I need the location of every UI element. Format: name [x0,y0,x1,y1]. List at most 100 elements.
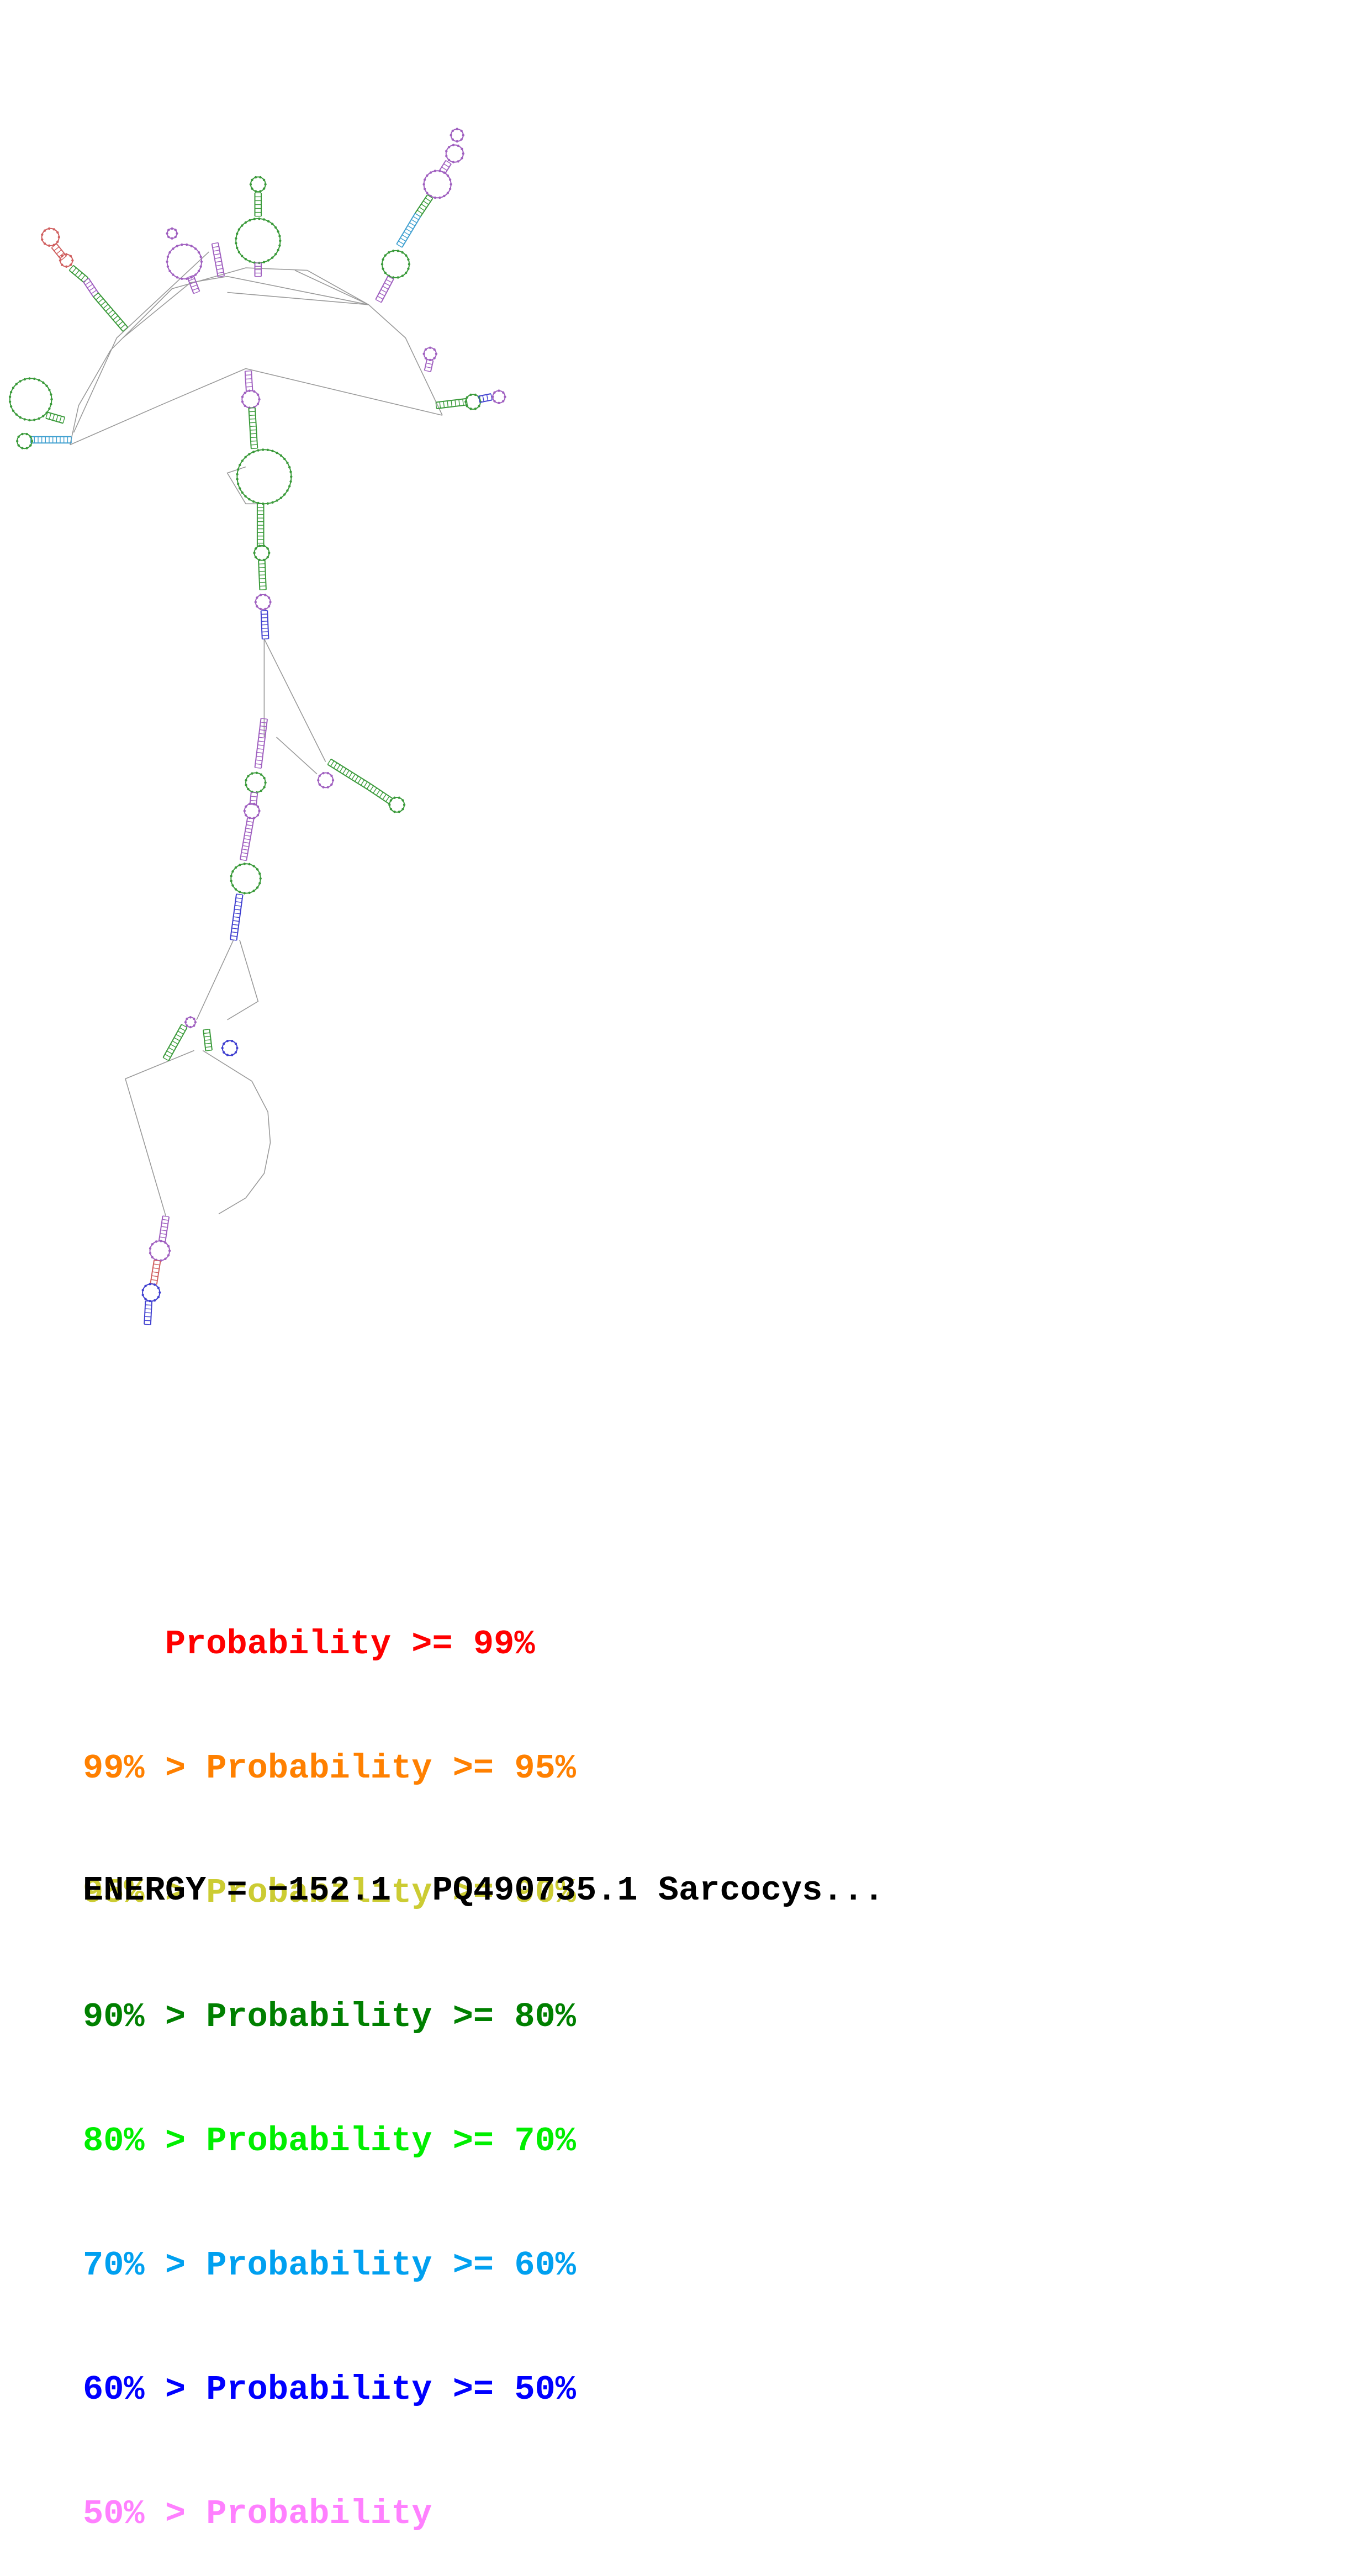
base-pair [230,939,237,940]
nucleotide [461,157,463,159]
nucleotide [194,273,197,276]
legend-prefix: 50% > [83,2494,206,2533]
base-pair [250,426,256,427]
nucleotide [498,402,500,404]
nucleotide [237,483,239,485]
nucleotide [262,448,264,451]
base-pair [123,327,128,332]
nucleotide [330,784,332,786]
legend-row-80: 90% > Probability >= 80% [83,1996,576,2038]
nucleotide [241,396,244,398]
nucleotide [263,777,265,779]
nucleotide [271,223,273,225]
nucleotide [289,480,292,483]
nucleotide [38,379,40,381]
base-pair [444,164,450,167]
nucleotide [493,400,495,402]
nucleotide [48,408,50,410]
nucleotide [401,808,404,810]
nucleotide [176,245,178,247]
backbone-path [123,277,369,338]
base-pair [364,782,367,787]
nucleotide [241,255,243,257]
nucleotide [322,786,324,788]
nucleotide [443,195,445,197]
nucleotide [267,502,269,505]
nucleotide [142,1289,144,1291]
nucleotide [263,218,265,220]
nucleotide [41,239,43,241]
nucleotide [258,218,260,220]
base-pair [154,1264,160,1265]
nucleotide [172,247,174,250]
base-pair [383,286,388,289]
base-pair [417,210,422,214]
base-pair [63,417,65,423]
nucleotide [21,447,23,449]
nucleotide [245,221,247,224]
nucleotide [198,251,200,253]
nucleotide [276,452,278,454]
nucleotide [283,458,286,460]
nucleotide [319,775,321,777]
energy-value: ENERGY = −152.1 [83,1871,391,1910]
rna-secondary-structure [0,0,1369,1436]
nucleotide [429,347,431,349]
nucleotide [56,231,59,234]
base-pair [216,268,223,269]
nucleotide [12,410,14,412]
nucleotide [248,498,250,500]
base-pair [56,250,61,254]
nucleotide [48,228,50,230]
base-pair [231,936,237,937]
legend-row-60: 70% > Probability >= 60% [83,2245,576,2286]
nucleotide [278,235,281,237]
nucleotide [239,487,241,489]
nucleotide [194,1021,197,1023]
base-pair [167,1051,172,1054]
nucleotide [154,1283,156,1286]
base-pair [165,1054,171,1057]
nucleotide [16,440,18,442]
nucleotide [438,170,441,172]
base-pair [96,295,101,300]
nucleotide [267,259,269,261]
nucleotide [157,1296,160,1298]
nucleotide [269,601,271,603]
nucleotide [257,394,259,396]
nucleotide [260,774,262,776]
nucleotide [236,473,238,475]
base-pair [346,770,349,776]
nucleotide [42,415,44,417]
nucleotide [283,493,286,495]
nucleotide [259,176,261,178]
base-pair [399,241,404,245]
base-pair [163,1216,169,1217]
nucleotide [447,192,449,194]
nucleotide [289,470,292,473]
base-pair [115,319,120,323]
stem-strand [93,297,123,331]
base-pair [376,299,381,302]
nucleotide [241,459,244,462]
base-pair [236,894,243,895]
nucleotide [382,268,384,270]
base-pair [250,800,257,801]
base-pair [89,287,95,290]
base-pair [145,1320,151,1321]
backbone-path [228,940,258,1020]
nucleotide [191,245,193,247]
base-pair [258,745,265,746]
base-pair [113,316,118,320]
nucleotide [460,130,462,132]
legend-row-95: 99% > Probability >= 95% [83,1748,576,1789]
nucleotide [235,1051,237,1054]
probability-legend: Probability >= 99% 99% > Probability >= … [83,1541,576,2576]
base-pair [153,1268,159,1269]
nucleotide [160,1240,162,1242]
nucleotide [231,870,234,872]
nucleotide [469,394,472,396]
base-pair [373,788,377,794]
nucleotide [288,466,290,468]
base-pair [83,278,89,282]
